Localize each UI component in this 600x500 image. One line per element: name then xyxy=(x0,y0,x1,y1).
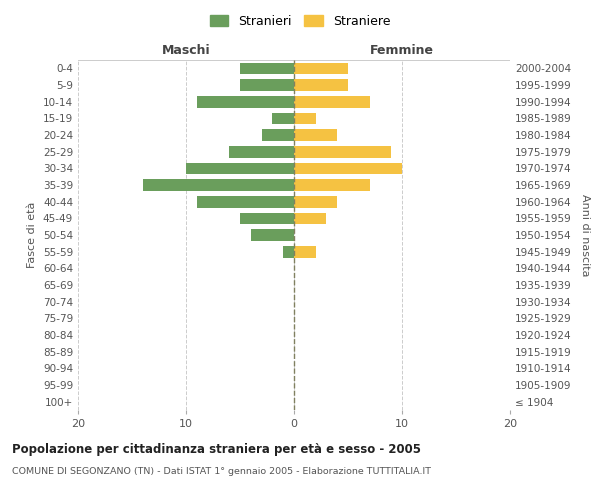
Bar xyxy=(294,96,370,108)
Bar xyxy=(240,212,294,224)
Text: Maschi: Maschi xyxy=(161,44,211,57)
Bar xyxy=(294,112,316,124)
Bar xyxy=(294,212,326,224)
Bar xyxy=(272,112,294,124)
Bar xyxy=(262,129,294,141)
Bar xyxy=(240,79,294,91)
Text: COMUNE DI SEGONZANO (TN) - Dati ISTAT 1° gennaio 2005 - Elaborazione TUTTITALIA.: COMUNE DI SEGONZANO (TN) - Dati ISTAT 1°… xyxy=(12,468,431,476)
Bar xyxy=(283,246,294,258)
Y-axis label: Anni di nascita: Anni di nascita xyxy=(580,194,590,276)
Bar xyxy=(251,229,294,241)
Bar xyxy=(197,196,294,207)
Bar xyxy=(197,96,294,108)
Text: Femmine: Femmine xyxy=(370,44,434,57)
Bar xyxy=(294,196,337,207)
Bar xyxy=(143,179,294,191)
Bar xyxy=(294,79,348,91)
Bar xyxy=(294,146,391,158)
Bar xyxy=(186,162,294,174)
Bar xyxy=(294,62,348,74)
Bar xyxy=(294,246,316,258)
Bar xyxy=(294,129,337,141)
Bar xyxy=(240,62,294,74)
Bar xyxy=(294,162,402,174)
Text: Popolazione per cittadinanza straniera per età e sesso - 2005: Popolazione per cittadinanza straniera p… xyxy=(12,442,421,456)
Y-axis label: Fasce di età: Fasce di età xyxy=(28,202,37,268)
Legend: Stranieri, Straniere: Stranieri, Straniere xyxy=(206,11,394,32)
Bar xyxy=(229,146,294,158)
Bar xyxy=(294,179,370,191)
